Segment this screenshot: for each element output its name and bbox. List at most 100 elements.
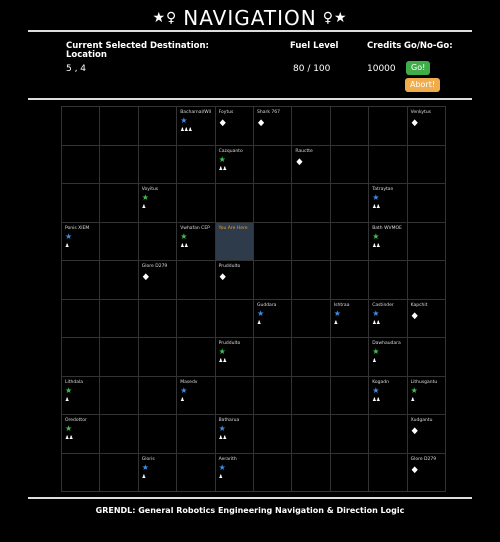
grid-cell-empty[interactable] — [138, 376, 178, 415]
grid-cell-empty[interactable] — [100, 222, 139, 261]
grid-cell-empty[interactable] — [407, 222, 446, 261]
grid-cell-location[interactable]: Bath WVMOE ★ ♟♟ — [369, 222, 408, 261]
grid-cell-empty[interactable] — [100, 338, 139, 377]
grid-cell-empty[interactable] — [138, 338, 178, 377]
grid-cell-empty[interactable] — [138, 107, 178, 146]
grid-cell-empty[interactable] — [292, 453, 331, 492]
grid-cell-empty[interactable] — [177, 299, 216, 338]
grid-cell-empty[interactable] — [62, 261, 101, 300]
grid-cell-location[interactable]: Xudgantu ◆ — [407, 415, 446, 454]
grid-cell-empty[interactable] — [330, 222, 370, 261]
grid-cell-empty[interactable] — [292, 261, 331, 300]
grid-cell-empty[interactable] — [177, 145, 216, 184]
grid-cell-location[interactable]: Aerarith ★ ♟ — [215, 453, 254, 492]
grid-cell-location[interactable]: Lithusgantu ★ ♟ — [407, 376, 446, 415]
grid-cell-location[interactable]: Foytus ◆ — [215, 107, 254, 146]
grid-cell-empty[interactable] — [292, 338, 331, 377]
grid-cell-empty[interactable] — [369, 415, 408, 454]
grid-cell-empty[interactable] — [254, 415, 293, 454]
grid-cell-empty[interactable] — [254, 453, 293, 492]
grid-cell-empty[interactable] — [292, 184, 331, 223]
grid-cell-location[interactable]: Batharua ★ ♟♟ — [215, 415, 254, 454]
grid-cell-empty[interactable] — [292, 107, 331, 146]
grid-cell-location[interactable]: Gloris ★ ♟ — [138, 453, 178, 492]
grid-cell-empty[interactable] — [100, 107, 139, 146]
grid-cell-empty[interactable] — [330, 145, 370, 184]
grid-cell-location[interactable]: Kapchit ◆ — [407, 299, 446, 338]
grid-cell-empty[interactable] — [330, 338, 370, 377]
grid-cell-empty[interactable] — [100, 376, 139, 415]
grid-cell-empty[interactable] — [100, 415, 139, 454]
grid-cell-empty[interactable] — [100, 261, 139, 300]
grid-cell-empty[interactable] — [330, 261, 370, 300]
grid-cell-empty[interactable] — [330, 376, 370, 415]
grid-cell-empty[interactable] — [215, 376, 254, 415]
grid-cell-location[interactable]: Castinder ★ ♟♟ — [369, 299, 408, 338]
grid-cell-location[interactable]: Lithdala ★ ♟ — [62, 376, 101, 415]
grid-cell-empty[interactable] — [138, 145, 178, 184]
grid-cell-empty[interactable] — [254, 261, 293, 300]
grid-cell-empty[interactable] — [62, 184, 101, 223]
grid-cell-empty[interactable] — [254, 222, 293, 261]
grid-cell-location[interactable]: Pruddulto ★ ♟♟ — [215, 338, 254, 377]
grid-cell-empty[interactable] — [138, 299, 178, 338]
grid-cell-location[interactable]: Tatraytan ★ ♟♟ — [369, 184, 408, 223]
grid-cell-empty[interactable] — [330, 184, 370, 223]
grid-cell-current-location[interactable]: You Are Here — [215, 222, 254, 261]
grid-cell-empty[interactable] — [100, 453, 139, 492]
grid-cell-location[interactable]: Kogadn ★ ♟♟ — [369, 376, 408, 415]
grid-cell-empty[interactable] — [100, 299, 139, 338]
grid-cell-location[interactable]: Cazquanto ★ ♟♟ — [215, 145, 254, 184]
grid-cell-location[interactable]: Venkytus ◆ — [407, 107, 446, 146]
grid-cell-empty[interactable] — [62, 299, 101, 338]
grid-cell-location[interactable]: Shark 767 ◆ — [254, 107, 293, 146]
grid-cell-empty[interactable] — [62, 145, 101, 184]
grid-cell-location[interactable]: Ponis XIEM ★ ♟ — [62, 222, 101, 261]
grid-cell-empty[interactable] — [254, 145, 293, 184]
grid-cell-location[interactable]: Dawhaudara ★ ♟ — [369, 338, 408, 377]
grid-cell-empty[interactable] — [62, 453, 101, 492]
grid-cell-empty[interactable] — [100, 145, 139, 184]
grid-cell-empty[interactable] — [177, 338, 216, 377]
grid-cell-location[interactable]: Rauctte ◆ — [292, 145, 331, 184]
grid-cell-empty[interactable] — [330, 107, 370, 146]
grid-cell-empty[interactable] — [138, 222, 178, 261]
abort-button[interactable]: Abort! — [405, 78, 441, 92]
grid-cell-location[interactable]: Vwhafan CEP ★ ♟♟ — [177, 222, 216, 261]
grid-cell-empty[interactable] — [369, 261, 408, 300]
grid-cell-empty[interactable] — [407, 338, 446, 377]
go-button[interactable]: Go! — [406, 61, 431, 75]
grid-cell-empty[interactable] — [292, 299, 331, 338]
grid-cell-empty[interactable] — [330, 415, 370, 454]
grid-cell-empty[interactable] — [62, 338, 101, 377]
grid-cell-location[interactable]: Pruddulto ◆ — [215, 261, 254, 300]
grid-cell-empty[interactable] — [369, 107, 408, 146]
grid-cell-empty[interactable] — [62, 107, 101, 146]
grid-cell-empty[interactable] — [407, 261, 446, 300]
grid-cell-empty[interactable] — [138, 415, 178, 454]
grid-cell-location[interactable]: Ishtraa ★ ♟ — [330, 299, 370, 338]
grid-cell-empty[interactable] — [369, 145, 408, 184]
grid-cell-empty[interactable] — [177, 453, 216, 492]
grid-cell-location[interactable]: Oredottor ★ ♟♟ — [62, 415, 101, 454]
grid-cell-empty[interactable] — [254, 184, 293, 223]
grid-cell-empty[interactable] — [177, 415, 216, 454]
grid-cell-empty[interactable] — [292, 415, 331, 454]
grid-cell-empty[interactable] — [254, 338, 293, 377]
grid-cell-location[interactable]: Masedv ★ ♟ — [177, 376, 216, 415]
grid-cell-empty[interactable] — [407, 145, 446, 184]
grid-cell-empty[interactable] — [177, 261, 216, 300]
grid-cell-empty[interactable] — [215, 184, 254, 223]
grid-cell-empty[interactable] — [407, 184, 446, 223]
grid-cell-empty[interactable] — [177, 184, 216, 223]
grid-cell-empty[interactable] — [369, 453, 408, 492]
grid-cell-empty[interactable] — [254, 376, 293, 415]
grid-cell-empty[interactable] — [215, 299, 254, 338]
grid-cell-empty[interactable] — [100, 184, 139, 223]
grid-cell-location[interactable]: Voyitus ★ ♟ — [138, 184, 178, 223]
grid-cell-empty[interactable] — [292, 376, 331, 415]
grid-cell-location[interactable]: Guddara ★ ♟ — [254, 299, 293, 338]
grid-cell-empty[interactable] — [330, 453, 370, 492]
grid-cell-location[interactable]: Glore D279 ◆ — [138, 261, 178, 300]
grid-cell-location[interactable]: Glore D279 ◆ — [407, 453, 446, 492]
